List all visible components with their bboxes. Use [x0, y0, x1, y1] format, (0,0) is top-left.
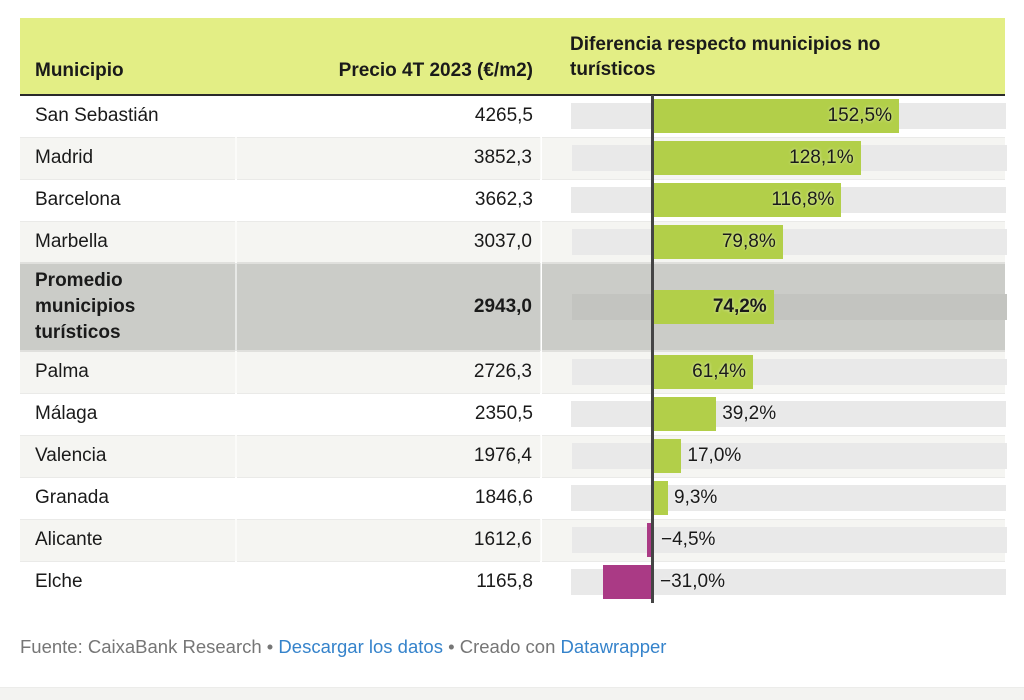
table-row: Alicante 1612,6 −4,5% [20, 519, 1007, 561]
diff-bar [653, 397, 717, 431]
precio-cell: 4265,5 [474, 105, 533, 127]
precio-cell: 1976,4 [236, 435, 542, 477]
precio-cell: 3662,3 [474, 189, 533, 210]
diferencia-cell: 152,5% [541, 95, 1006, 137]
table-body: San Sebastián 4265,5 152,5% Madrid 3852,… [20, 95, 1007, 603]
created-with-text: Creado con [459, 636, 556, 657]
diferencia-cell: 61,4% [541, 351, 1007, 393]
diff-value-label: 152,5% [827, 105, 892, 127]
municipio-cell: Promedio municipios turísticos [20, 263, 237, 351]
bottom-strip [0, 687, 1024, 700]
municipio-cell: Madrid [20, 137, 237, 179]
diferencia-cell: −4,5% [541, 519, 1007, 561]
bar-track: 61,4% [572, 355, 1007, 390]
diferencia-cell: 17,0% [541, 435, 1007, 477]
column-header-diferencia[interactable]: Diferencia respecto municipios no turíst… [541, 18, 1005, 95]
table-row: Palma 2726,3 61,4% [20, 351, 1007, 393]
municipio-cell: Alicante [20, 519, 237, 561]
bar-track: 79,8% [572, 224, 1007, 259]
precio-cell: 3037,0 [236, 221, 542, 263]
diff-value-label: 116,8% [771, 189, 835, 210]
bar-track: 116,8% [571, 183, 1006, 217]
diferencia-cell: 9,3% [541, 477, 1006, 519]
diff-bar [653, 183, 842, 217]
source-text: Fuente: CaixaBank Research [20, 636, 262, 657]
diff-bar [654, 439, 682, 473]
table-row: Marbella 3037,0 79,8% [20, 221, 1007, 263]
diferencia-cell: 128,1% [541, 137, 1007, 179]
diff-value-label: 61,4% [692, 361, 747, 383]
diff-value-label: 9,3% [674, 487, 718, 508]
diff-bar [646, 523, 654, 557]
precio-cell: 1612,6 [236, 519, 542, 561]
column-header-municipio[interactable]: Municipio [20, 18, 236, 95]
diff-value-label: −4,5% [661, 529, 716, 550]
table-row: Valencia 1976,4 17,0% [20, 435, 1007, 477]
precio-cell: 2726,3 [236, 351, 542, 393]
bar-track: 39,2% [571, 397, 1006, 431]
table-row: Málaga 2350,5 39,2% [20, 393, 1006, 435]
diff-value-label: −31,0% [660, 571, 725, 593]
table-row: Granada 1846,6 9,3% [20, 477, 1006, 519]
chart-container: Municipio Precio 4T 2023 (€/m2) Diferenc… [20, 18, 1007, 603]
datawrapper-link[interactable]: Datawrapper [560, 636, 667, 657]
diff-bar [602, 565, 653, 600]
diff-bar [654, 141, 861, 175]
separator-dot: • [266, 636, 279, 657]
diff-value-label: 79,8% [721, 230, 776, 252]
bar-track: 74,2% [572, 290, 1007, 324]
municipio-cell: Granada [35, 487, 109, 508]
table-row: San Sebastián 4265,5 152,5% [20, 95, 1006, 137]
data-table: Municipio Precio 4T 2023 (€/m2) Diferenc… [20, 18, 1007, 603]
precio-cell: 1846,6 [474, 487, 533, 508]
zero-axis-line [651, 95, 654, 603]
precio-cell: 2943,0 [236, 263, 542, 351]
bar-track: −4,5% [572, 523, 1007, 557]
diff-bar [654, 290, 774, 324]
bar-track: 128,1% [572, 141, 1007, 175]
diff-bar [653, 99, 899, 134]
bar-track: 9,3% [571, 481, 1006, 515]
table-row: Promedio municipios turísticos 2943,0 74… [20, 263, 1007, 351]
column-header-precio[interactable]: Precio 4T 2023 (€/m2) [236, 18, 541, 95]
table-row: Elche 1165,8 −31,0% [20, 561, 1006, 603]
table-row: Madrid 3852,3 128,1% [20, 137, 1007, 179]
diff-value-label: 128,1% [789, 147, 854, 168]
diferencia-cell: 74,2% [541, 263, 1007, 351]
diferencia-cell: 116,8% [541, 179, 1006, 221]
diff-bar [654, 224, 783, 259]
diff-value-label: 39,2% [722, 403, 777, 424]
diff-bar [654, 355, 754, 390]
download-data-link[interactable]: Descargar los datos [278, 636, 443, 657]
bar-track: 152,5% [571, 99, 1006, 134]
bar-track: −31,0% [571, 565, 1006, 600]
column-header-diferencia-text: Diferencia respecto municipios no turíst… [570, 34, 881, 80]
diff-bar [653, 481, 668, 515]
footer: Fuente: CaixaBank Research • Descargar l… [20, 636, 1005, 658]
municipio-cell: Palma [20, 351, 237, 393]
municipio-cell: Barcelona [35, 189, 121, 210]
diferencia-cell: 39,2% [541, 393, 1006, 435]
separator-dot-2: • [448, 636, 460, 657]
table-row: Barcelona 3662,3 116,8% [20, 179, 1006, 221]
diferencia-cell: −31,0% [541, 561, 1006, 603]
diferencia-cell: 79,8% [541, 221, 1007, 263]
diff-value-label: 74,2% [712, 296, 767, 317]
municipio-cell: Málaga [35, 403, 98, 424]
header-row: Municipio Precio 4T 2023 (€/m2) Diferenc… [20, 18, 1005, 95]
bar-track: 17,0% [572, 439, 1007, 473]
precio-cell: 1165,8 [476, 571, 533, 593]
municipio-cell: Marbella [20, 221, 237, 263]
municipio-cell: San Sebastián [35, 105, 159, 127]
precio-cell: 3852,3 [236, 137, 542, 179]
municipio-cell: Valencia [20, 435, 237, 477]
precio-cell: 2350,5 [474, 403, 533, 424]
municipio-cell: Elche [35, 571, 83, 593]
diff-value-label: 17,0% [687, 445, 742, 466]
